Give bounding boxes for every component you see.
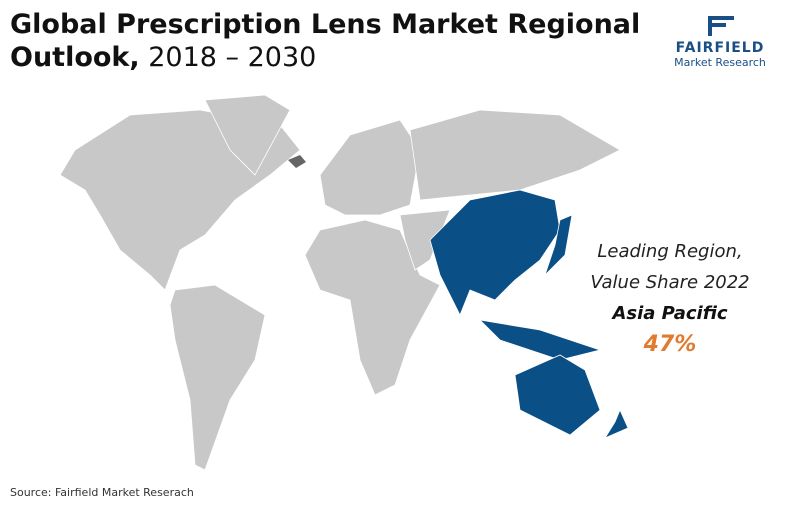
callout: Leading Region, Value Share 2022 Asia Pa… [570,236,770,360]
callout-region: Asia Pacific [612,303,728,324]
title: Global Prescription Lens Market Regional… [10,8,640,74]
japan [544,214,573,276]
indonesia [478,319,602,361]
north-asia [409,109,621,201]
middle-east [399,209,451,271]
logo: FAIRFIELD Market Research [670,14,770,69]
callout-share: 47% [643,332,697,357]
logo-brand: FAIRFIELD [675,40,765,56]
south-america [169,284,266,471]
logo-icon [708,16,734,36]
title-bold: Global Prescription Lens Market Regional [10,9,641,40]
callout-line2: Value Share 2022 [590,272,750,293]
title-years: 2018 – 2030 [148,42,317,73]
iceland [288,155,306,168]
asia-mainland [429,189,561,316]
new-zealand [603,408,629,439]
australia [514,354,601,436]
source: Source: Fairfield Market Reserach [10,486,194,499]
logo-sub: Market Research [674,56,766,69]
title-bold-2: Outlook, [10,42,140,73]
greenland [204,94,291,176]
callout-line1: Leading Region, [597,241,743,262]
europe [319,119,421,216]
africa [304,219,441,396]
